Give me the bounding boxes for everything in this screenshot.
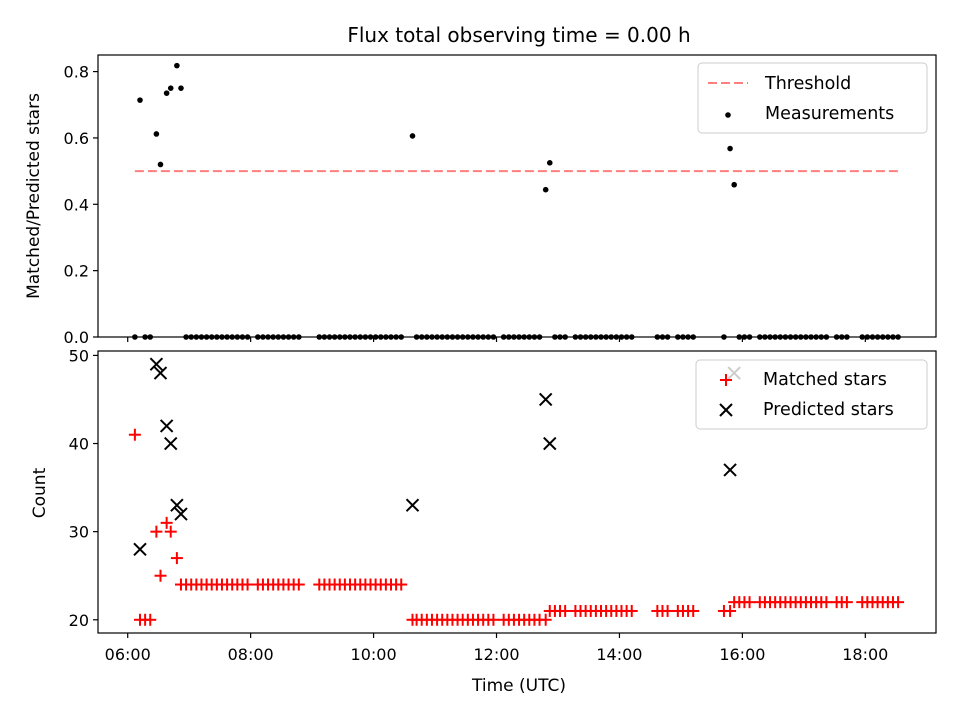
top-legend-box xyxy=(697,62,928,134)
matched-star-point xyxy=(170,552,183,565)
legend-matched-swatch xyxy=(720,374,732,386)
measurement-point xyxy=(731,181,737,188)
legend-predicted-swatch xyxy=(719,403,733,417)
predicted-star-point xyxy=(149,357,164,371)
matched-star-point xyxy=(687,604,700,617)
predicted-star-point xyxy=(543,436,557,451)
bottom-x-tick-label: 16:00 xyxy=(719,645,765,664)
bottom-x-axis: 06:00 08:00 10:00 12:00 14:00 16:00 18:00 xyxy=(105,633,888,664)
legend-measurements-label: Measurements xyxy=(765,104,894,124)
measurement-point xyxy=(157,161,164,168)
measurement-point xyxy=(546,160,553,166)
matched-star-point xyxy=(661,604,674,617)
matched-star-point xyxy=(150,525,163,538)
predicted-star-point xyxy=(159,419,174,433)
measurement-point xyxy=(409,133,416,139)
top-x-axis xyxy=(127,337,866,342)
bottom-y-tick-label: 40 xyxy=(69,435,89,454)
predicted-star-point xyxy=(170,498,184,512)
matched-star-point xyxy=(160,516,173,529)
matched-star-point xyxy=(154,569,167,582)
top-y-tick-label: 0.6 xyxy=(64,129,89,148)
matched-star-point xyxy=(820,596,833,609)
top-y-tick-label: 0.4 xyxy=(64,195,89,214)
top-y-axis-label: Matched/Predicted stars xyxy=(24,93,44,299)
bottom-x-tick-label: 18:00 xyxy=(842,645,888,664)
legend-measurements-swatch xyxy=(725,112,731,118)
bottom-x-tick-label: 10:00 xyxy=(351,645,397,664)
matched-star-point xyxy=(724,604,737,617)
matched-star-point xyxy=(144,613,157,626)
predicted-star-point xyxy=(164,436,178,451)
bottom-legend: Matched stars Predicted stars xyxy=(695,359,928,430)
measurement-point xyxy=(727,145,733,152)
measurement-point xyxy=(174,62,180,69)
bottom-y-axis: 20 30 40 50 xyxy=(69,346,98,630)
matched-star-point xyxy=(128,428,141,441)
predicted-star-point xyxy=(133,542,147,556)
matched-stars-series xyxy=(128,428,905,626)
top-y-tick-label: 0.0 xyxy=(64,328,89,347)
top-plot-frame xyxy=(97,54,937,338)
bottom-x-tick-label: 14:00 xyxy=(596,645,642,664)
bottom-plot-frame xyxy=(97,350,937,634)
measurement-point xyxy=(542,186,549,193)
matched-star-point xyxy=(241,578,254,591)
top-y-tick-label: 0.2 xyxy=(64,262,89,281)
matched-star-point xyxy=(487,613,500,626)
measurement-point xyxy=(153,131,160,137)
predicted-star-point xyxy=(174,507,188,521)
bottom-legend-box xyxy=(695,359,928,430)
top-chart-title: Flux total observing time = 0.00 h xyxy=(347,23,690,47)
top-y-tick-label: 0.8 xyxy=(64,63,89,82)
bottom-y-tick-label: 50 xyxy=(69,346,89,365)
matched-star-point xyxy=(840,596,853,609)
matched-star-point xyxy=(625,604,638,617)
predicted-star-point xyxy=(538,392,553,407)
matched-star-point xyxy=(292,578,305,591)
matched-star-point xyxy=(743,596,756,609)
predicted-star-point xyxy=(405,498,420,512)
matched-star-point xyxy=(164,525,177,538)
top-chart: 0.00.20.40.60.8 Matched/Predicted stars … xyxy=(24,54,937,347)
matched-star-point xyxy=(892,596,905,609)
bottom-chart: 20 30 40 50 06:00 08:00 10:00 12:00 14:00 16:00 1… xyxy=(30,346,937,696)
bottom-y-tick-label: 30 xyxy=(69,523,89,542)
top-y-axis: 0.0 0.2 0.4 0.6 0.8 xyxy=(64,63,98,347)
measurement-point xyxy=(178,85,184,91)
predicted-star-point xyxy=(153,366,168,380)
top-measurements xyxy=(137,62,737,193)
matched-star-point xyxy=(559,604,572,617)
measurement-point xyxy=(163,90,170,96)
matched-star-point xyxy=(539,613,552,626)
predicted-star-point xyxy=(723,463,737,477)
measurement-point xyxy=(137,97,143,103)
bottom-y-axis-label: Count xyxy=(30,467,50,518)
matched-star-point xyxy=(395,578,408,591)
legend-predicted-marker xyxy=(719,403,733,417)
bottom-x-tick-label: 06:00 xyxy=(105,645,151,664)
legend-threshold-label: Threshold xyxy=(764,74,851,94)
bottom-x-tick-label: 08:00 xyxy=(228,645,274,664)
bottom-y-tick-label: 20 xyxy=(69,611,89,630)
legend-matched-marker xyxy=(720,374,732,386)
bottom-x-axis-label: Time (UTC) xyxy=(471,676,566,696)
top-legend: Threshold Measurements xyxy=(697,62,928,134)
legend-predicted-label: Predicted stars xyxy=(763,400,894,420)
bottom-x-tick-label: 12:00 xyxy=(473,645,519,664)
measurement-point xyxy=(167,85,174,91)
legend-matched-label: Matched stars xyxy=(763,370,887,390)
